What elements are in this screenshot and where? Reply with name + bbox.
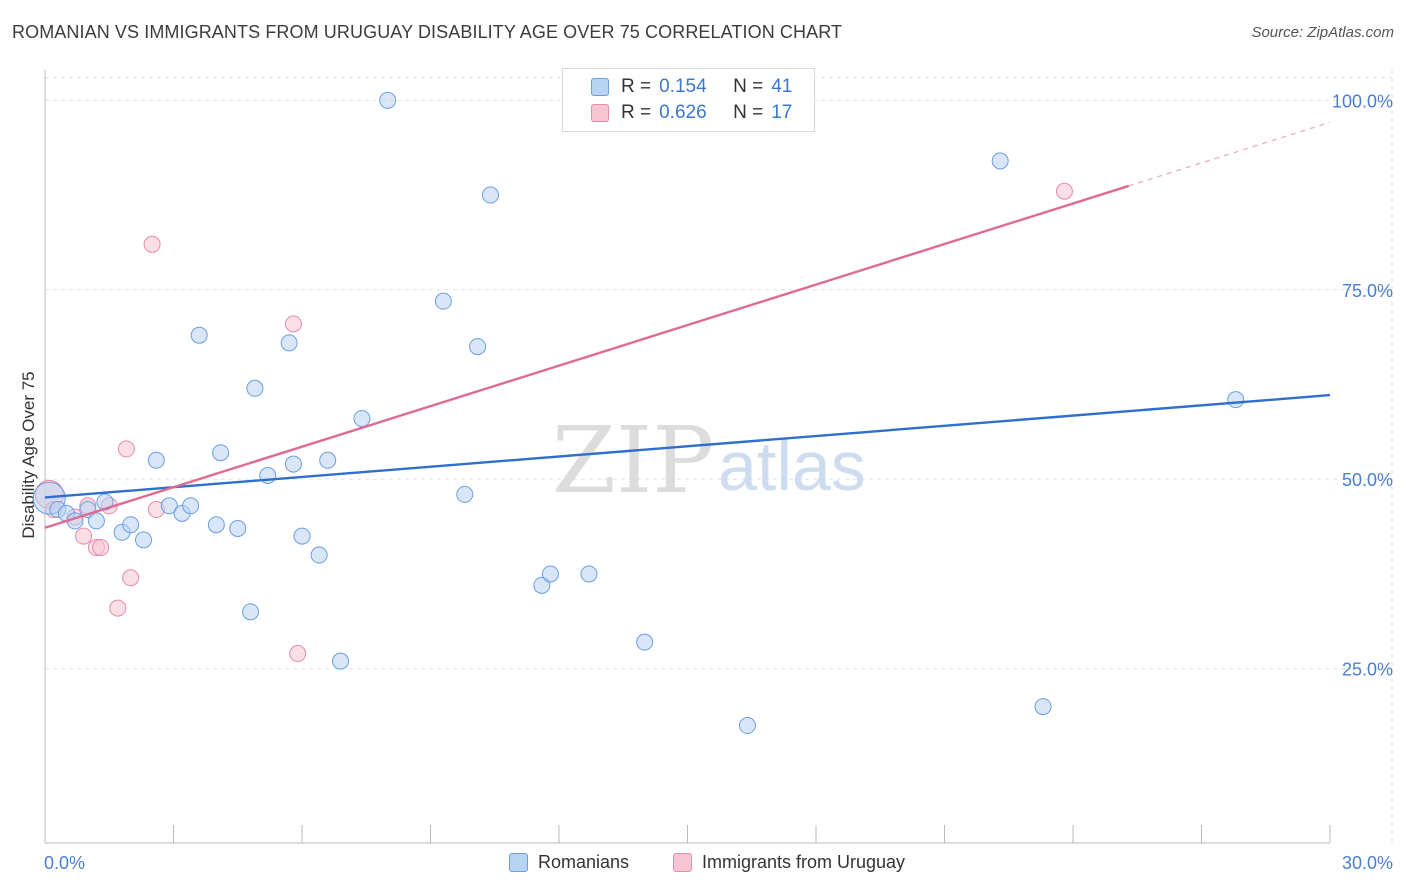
legend-label-romanians: Romanians (538, 852, 630, 872)
legend-n-value: 17 (771, 102, 793, 123)
romanian-point (280, 334, 298, 352)
romanians-trend-line (44, 393, 1331, 499)
legend-item-romanians[interactable]: Romanians (509, 852, 629, 873)
uruguay-point (289, 645, 307, 663)
x-tick-label: 0.0% (44, 853, 85, 873)
legend-swatch-uruguay (673, 853, 692, 872)
legend-swatch-uruguay (591, 104, 609, 122)
romanian-point (481, 186, 499, 204)
romanian-point (379, 91, 397, 109)
romanian-point (182, 497, 200, 515)
romanian-point (580, 565, 598, 583)
uruguay-point (122, 569, 140, 587)
legend-r-value: 0.626 (659, 102, 707, 123)
romanian-point (246, 379, 264, 397)
romanian-point (160, 497, 178, 515)
x-tick-label: 30.0% (1342, 853, 1393, 873)
uruguay-point (143, 235, 161, 253)
romanian-point (541, 565, 559, 583)
romanian-point (229, 519, 247, 537)
romanian-point (636, 633, 654, 651)
romanian-point (310, 546, 328, 564)
x-tick-labels: 0.0% 30.0% (44, 853, 1393, 873)
uruguay-point (109, 599, 127, 617)
correlation-legend: R = 0.154 N = 41 R = 0.626 N = 17 (562, 68, 815, 132)
uruguay-point (117, 440, 135, 458)
romanian-point (353, 410, 371, 428)
legend-n-label: N = (733, 76, 764, 97)
uruguay-trend-extension (1128, 121, 1331, 187)
axes (44, 70, 1331, 844)
y-tick-label: 25.0% (1342, 660, 1393, 680)
y-tick-labels: 25.0% 50.0% 75.0% 100.0% (1332, 91, 1393, 679)
romanian-point (319, 451, 337, 469)
legend-swatch-romanians (509, 853, 528, 872)
romanian-point (434, 292, 452, 310)
uruguay-trend-line (44, 184, 1130, 529)
romanian-point (207, 516, 225, 534)
uruguay-point (75, 527, 93, 545)
legend-row-uruguay: R = 0.626 N = 17 (563, 100, 792, 126)
trend-lines (44, 121, 1331, 529)
romanian-point (738, 717, 756, 735)
romanian-point (87, 512, 105, 530)
romanian-point (212, 444, 230, 462)
y-tick-label: 100.0% (1332, 91, 1393, 111)
romanian-point (293, 527, 311, 545)
romanian-point (284, 455, 302, 473)
watermark-atlas: atlas (718, 427, 866, 505)
romanian-point (1227, 391, 1245, 409)
legend-row-romanians: R = 0.154 N = 41 (563, 74, 792, 100)
uruguay-point (284, 315, 302, 333)
romanian-point (190, 326, 208, 344)
y-tick-label: 50.0% (1342, 470, 1393, 490)
y-tick-label: 75.0% (1342, 281, 1393, 301)
legend-r-label: R = (621, 102, 652, 123)
romanian-point (147, 451, 165, 469)
romanian-point (469, 338, 487, 356)
legend-r-value: 0.154 (659, 76, 707, 97)
romanian-point (533, 576, 551, 594)
uruguay-point (92, 538, 110, 556)
chart-title: ROMANIAN VS IMMIGRANTS FROM URUGUAY DISA… (12, 22, 843, 42)
romanian-point (332, 652, 350, 670)
legend-swatch-romanians (591, 78, 609, 96)
romanian-point (242, 603, 260, 621)
romanian-point (1034, 698, 1052, 716)
legend-n-value: 41 (771, 76, 793, 97)
romanian-point (991, 152, 1009, 170)
romanian-point (122, 516, 140, 534)
watermark-zip: ZIP (552, 407, 714, 514)
legend-item-uruguay[interactable]: Immigrants from Uruguay (673, 852, 905, 873)
series-legend: Romanians Immigrants from Uruguay (0, 852, 1406, 876)
legend-label-uruguay: Immigrants from Uruguay (702, 852, 906, 872)
source-label: Source: ZipAtlas.com (1251, 24, 1394, 41)
romanian-point (456, 485, 474, 503)
legend-r-label: R = (621, 76, 652, 97)
y-axis-label: Disability Age Over 75 (19, 371, 38, 538)
legend-n-label: N = (733, 102, 764, 123)
uruguay-point (1055, 182, 1073, 200)
romanian-point (135, 531, 153, 549)
